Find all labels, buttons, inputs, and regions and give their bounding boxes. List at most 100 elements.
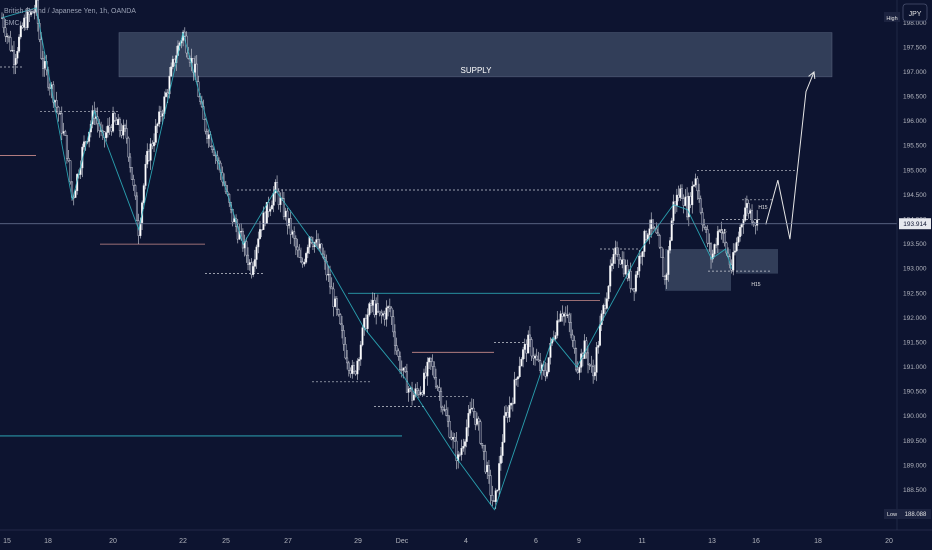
candle-body: [588, 363, 591, 366]
time-tick-label: 15: [3, 538, 11, 545]
candle-body: [154, 125, 157, 143]
candle-body: [59, 113, 62, 115]
candle-body: [506, 412, 509, 418]
candle-body: [494, 490, 497, 502]
candle-body: [452, 437, 455, 440]
candle-body: [306, 247, 309, 254]
candle-body: [166, 92, 169, 95]
currency-button[interactable]: [902, 3, 928, 22]
candle-body: [446, 415, 449, 422]
candle-body: [470, 407, 473, 410]
price-scale-area[interactable]: [897, 0, 932, 530]
candle-body: [583, 340, 586, 359]
candle-body: [421, 392, 424, 395]
time-tick-label: 18: [44, 538, 52, 545]
candle-body: [170, 66, 173, 77]
candle-body: [129, 156, 132, 168]
candle-body: [364, 318, 367, 329]
candle-body: [250, 262, 253, 275]
candle-body: [516, 376, 519, 380]
candle-body: [689, 196, 692, 206]
candle-body: [153, 142, 156, 147]
candle-body: [687, 196, 690, 218]
candle-body: [112, 113, 115, 132]
candle-body: [127, 137, 130, 158]
candle-body: [578, 367, 581, 373]
candle-body: [469, 409, 472, 414]
candle-body: [636, 270, 639, 275]
candle-body: [622, 259, 625, 275]
supply-zone-label: SUPPLY: [461, 66, 493, 75]
candle-body: [721, 232, 724, 234]
candle-body: [171, 58, 174, 68]
high-badge: [884, 12, 900, 22]
candle-body: [696, 178, 699, 192]
candle-body: [105, 132, 108, 139]
levels-layer: [0, 66, 797, 437]
time-scale-area[interactable]: [0, 530, 932, 550]
candle-body: [619, 259, 622, 265]
candle-body: [354, 371, 357, 375]
candle-body: [679, 188, 682, 198]
candle-body: [11, 50, 14, 52]
candle-body: [657, 232, 660, 236]
candle-body: [675, 194, 678, 206]
candle-body: [569, 322, 572, 336]
candle-body: [260, 229, 263, 231]
price-tick-label: 189.000: [903, 462, 927, 469]
price-tick-label: 192.000: [903, 315, 927, 322]
candle-body: [327, 274, 330, 276]
candle-body: [510, 403, 513, 406]
candle-body: [40, 39, 43, 59]
candle-body: [356, 360, 359, 375]
candle-body: [397, 350, 400, 357]
candle-body: [576, 369, 579, 373]
candle-body: [617, 254, 620, 261]
time-tick-label: 25: [222, 538, 230, 545]
candle-body: [265, 202, 268, 224]
candle-body: [48, 87, 51, 90]
candle-body: [518, 365, 521, 378]
candle-body: [557, 320, 560, 322]
candle-body: [740, 224, 743, 228]
candle-body: [351, 365, 354, 374]
candle-body: [595, 347, 598, 373]
candle-body: [258, 229, 261, 239]
candle-body: [253, 259, 256, 267]
candle-body: [21, 25, 24, 28]
candle-body: [720, 230, 723, 233]
projection-arrowhead: [808, 70, 816, 79]
candle-body: [441, 406, 444, 411]
candle-body: [489, 475, 492, 496]
candle-body: [272, 192, 275, 206]
currency-button-label[interactable]: JPY: [909, 11, 922, 18]
candle-body: [593, 372, 596, 377]
candle-body: [438, 387, 441, 392]
price-tick-label: 196.500: [903, 94, 927, 101]
candle-body: [399, 356, 402, 370]
candle-body: [699, 198, 702, 213]
candle-body: [713, 244, 716, 255]
candle-body: [428, 357, 431, 363]
candle-body: [352, 365, 355, 372]
candle-body: [590, 365, 593, 367]
candle-body: [556, 320, 559, 336]
candle-body: [665, 274, 668, 281]
price-tick-label: 195.500: [903, 143, 927, 150]
candle-body: [194, 63, 197, 73]
candle-body: [337, 309, 340, 315]
candle-body: [677, 194, 680, 198]
candle-body: [330, 286, 333, 290]
candle-body: [465, 427, 468, 442]
candle-body: [520, 359, 523, 367]
indicator-label[interactable]: SMC: [4, 20, 20, 27]
candle-body: [390, 307, 393, 317]
time-tick-label: 22: [179, 538, 187, 545]
candle-body: [349, 370, 352, 374]
candle-body: [633, 288, 636, 292]
candle-body: [4, 27, 7, 37]
candle-body: [482, 444, 485, 452]
candle-body: [715, 244, 718, 246]
